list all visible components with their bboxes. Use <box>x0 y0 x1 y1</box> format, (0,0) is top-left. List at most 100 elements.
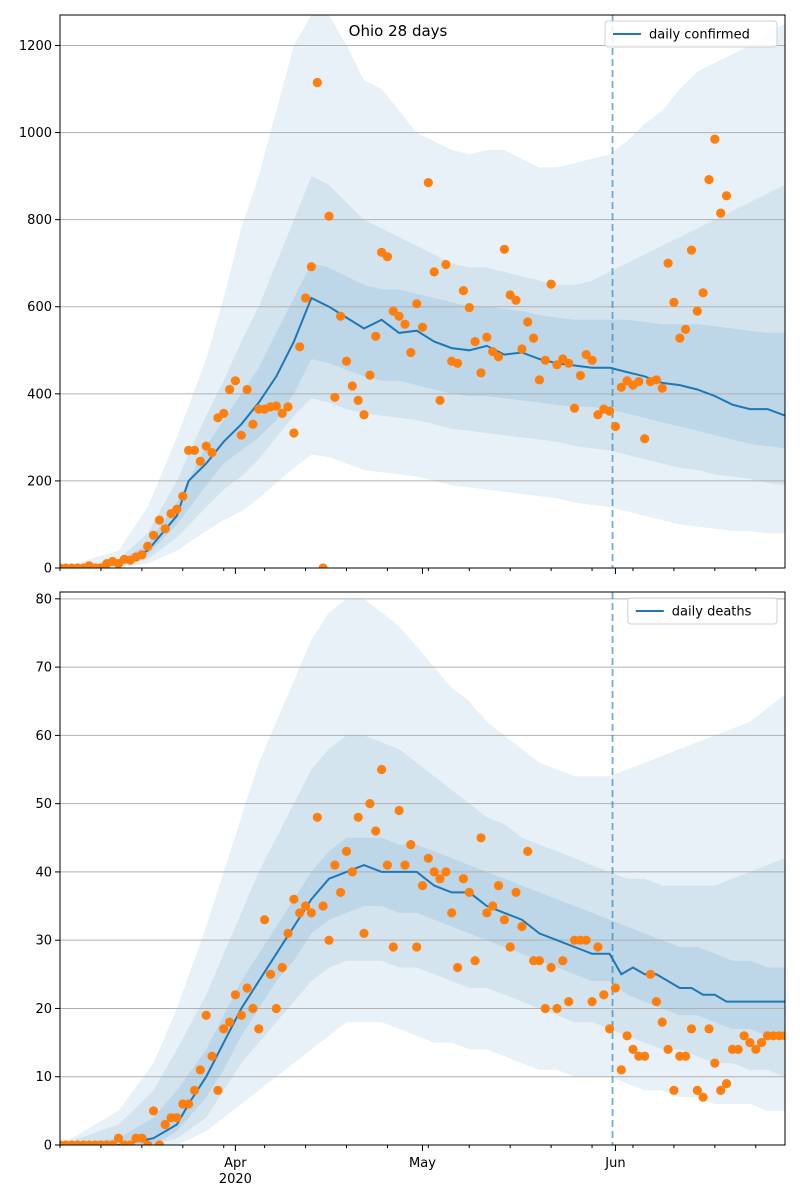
observed-point <box>721 191 732 201</box>
x-tick-sublabel: 2020 <box>219 1172 252 1187</box>
chart-title: Ohio 28 days <box>349 22 448 40</box>
observed-point <box>207 1051 217 1061</box>
observed-point <box>523 846 533 857</box>
observed-point <box>201 441 211 451</box>
observed-point <box>365 370 375 380</box>
observed-point <box>406 840 416 850</box>
observed-point <box>260 915 270 925</box>
legend-box <box>627 597 778 625</box>
observed-point <box>236 430 246 440</box>
observed-point <box>692 306 702 316</box>
observed-point <box>371 331 381 341</box>
confirmed-panel: 0 200 400 600 800 1000 1200 Ohio 28 days daily c… <box>19 14 786 577</box>
y-tick-label: 400 <box>27 387 52 402</box>
observed-point <box>593 410 603 420</box>
observed-point <box>441 259 451 270</box>
observed-point <box>482 908 492 918</box>
observed-point <box>289 894 299 904</box>
band-inner <box>60 263 785 568</box>
observed-point <box>172 1113 182 1123</box>
observed-point <box>324 211 334 221</box>
observed-point <box>581 350 591 360</box>
observed-point <box>277 408 287 418</box>
observed-point <box>663 1044 673 1054</box>
y-tick-label: 30 <box>35 934 52 949</box>
observed-point <box>710 134 720 144</box>
observed-point <box>400 319 410 329</box>
observed-point <box>394 311 404 321</box>
observed-point <box>534 375 545 385</box>
observed-point <box>242 983 252 993</box>
observed-point <box>312 77 322 88</box>
observed-point <box>470 956 480 966</box>
observed-point <box>248 419 258 429</box>
plot-area <box>60 592 785 1145</box>
observed-point <box>336 887 346 898</box>
observed-point <box>669 297 679 307</box>
y-tick-label: 80 <box>35 592 52 607</box>
x-tick-label: Apr <box>224 1156 247 1171</box>
observed-point <box>225 384 235 395</box>
observed-point <box>517 344 527 354</box>
y-tick-label: 200 <box>27 474 52 489</box>
observed-point <box>529 333 539 343</box>
y-tick-label: 50 <box>35 797 52 812</box>
observed-point <box>458 874 468 884</box>
observed-point <box>610 983 621 993</box>
observed-point <box>382 860 392 870</box>
observed-point <box>113 1133 124 1143</box>
observed-point <box>610 421 621 432</box>
observed-point <box>716 208 726 218</box>
observed-point <box>108 1140 118 1145</box>
observed-point <box>447 908 457 918</box>
observed-point <box>353 812 363 822</box>
observed-point <box>213 1085 223 1095</box>
observed-point <box>295 342 305 352</box>
observed-point <box>423 178 433 188</box>
series-line-daily-confirmed <box>60 296 785 568</box>
observed-point <box>517 921 527 932</box>
observed-point <box>470 337 480 347</box>
observed-point <box>143 1140 153 1145</box>
observed-point <box>330 860 340 870</box>
observed-point <box>324 935 334 945</box>
observed-point <box>686 1024 697 1034</box>
observed-point <box>511 295 521 305</box>
observed-point <box>283 928 293 939</box>
observed-point <box>751 1044 761 1054</box>
observed-point <box>488 901 498 911</box>
observed-point <box>540 355 550 365</box>
observed-point <box>464 887 474 898</box>
observed-point <box>523 317 533 327</box>
y-tick-label: 0 <box>44 562 52 577</box>
observed-point <box>441 867 451 877</box>
observed-point <box>347 867 357 877</box>
observed-point <box>277 962 287 973</box>
observed-point <box>178 491 188 501</box>
observed-point <box>423 853 433 863</box>
observed-point <box>628 1044 638 1054</box>
observed-point <box>505 942 515 952</box>
observed-point <box>336 311 346 321</box>
observed-point <box>692 1085 702 1095</box>
observed-point <box>435 874 445 884</box>
observed-point <box>605 1024 615 1034</box>
observed-point <box>195 1065 205 1075</box>
legend: daily confirmed <box>604 20 778 48</box>
observed-point <box>710 1058 720 1068</box>
observed-point <box>616 382 626 392</box>
x-tick-label: May <box>409 1156 436 1171</box>
observed-point <box>377 764 387 775</box>
observed-point <box>359 928 369 939</box>
observed-point <box>236 1010 246 1020</box>
observed-point <box>657 1017 667 1027</box>
legend-box <box>604 20 778 48</box>
observed-point <box>640 434 650 444</box>
y-tick-label: 20 <box>35 1002 52 1017</box>
observed-point <box>464 303 474 313</box>
observed-point <box>154 1140 164 1145</box>
observed-point <box>195 456 205 466</box>
observed-point <box>564 358 574 368</box>
